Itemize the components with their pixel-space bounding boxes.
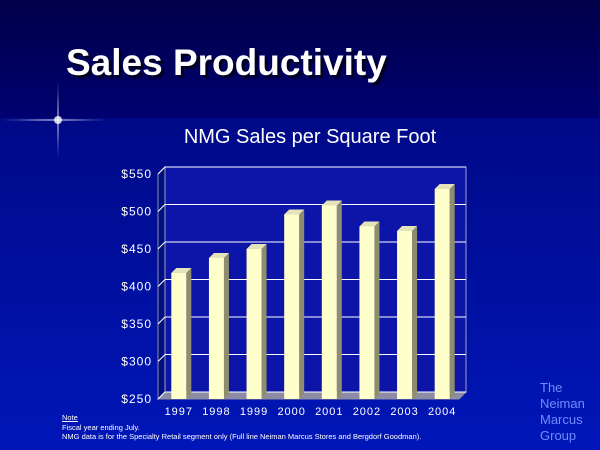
bar-top (321, 200, 342, 206)
bar (284, 214, 300, 399)
bar-top (246, 244, 267, 249)
gridline-side (157, 316, 166, 325)
bar-top (397, 226, 418, 231)
bar-top (284, 209, 305, 215)
gridline-side (157, 391, 166, 400)
bar-side (299, 209, 305, 399)
bar-side (449, 184, 455, 399)
chart-title: NMG Sales per Square Foot (184, 126, 437, 148)
gridline-side (157, 241, 166, 250)
gridline-side (157, 279, 166, 287)
bar-side (186, 268, 192, 399)
gridline-side (157, 204, 166, 212)
bar-top (434, 184, 455, 189)
bar (208, 258, 224, 399)
bar-top (208, 253, 229, 258)
footnote-heading: Note (62, 413, 78, 422)
x-tick-label: 2002 (353, 406, 381, 418)
y-tick-label: $250 (121, 392, 152, 406)
x-tick-label: 1997 (165, 406, 193, 418)
plot-area: $250 $300 $350 $400 $450 $500 $550 1997 1998 1999… (121, 165, 468, 418)
bar-side (412, 226, 418, 399)
x-tick-label: 2001 (315, 406, 343, 418)
bar-side (336, 200, 342, 399)
logo-line-4: Group (540, 428, 577, 443)
x-tick-label: 1998 (202, 406, 230, 418)
x-tick-label: 2000 (277, 406, 305, 418)
bar-top (171, 268, 192, 273)
plot-floor (156, 391, 468, 400)
bar (359, 226, 375, 399)
x-tick-label: 2003 (390, 406, 418, 418)
bar-top (359, 221, 380, 227)
y-tick-label: $550 (121, 167, 152, 181)
bar-side (261, 244, 267, 399)
y-tick-label: $350 (121, 317, 152, 331)
logo-line-1: The (540, 380, 563, 395)
gridline-side (157, 166, 166, 175)
x-tick-label: 2004 (428, 406, 456, 418)
footnote: Note Fiscal year ending July. NMG data i… (62, 413, 421, 442)
bar (321, 205, 337, 399)
bar (246, 249, 262, 399)
bar (434, 189, 450, 399)
bar (171, 273, 187, 399)
x-tick-label: 1999 (240, 406, 268, 418)
title-band (0, 0, 600, 118)
gridline-side (157, 354, 166, 362)
logo-line-2: Neiman (540, 396, 585, 411)
footnote-line-2: NMG data is for the Specialty Retail seg… (62, 432, 422, 441)
bar (397, 231, 413, 399)
sparkle-icon (0, 80, 110, 160)
company-logo: The Neiman Marcus Group (540, 380, 598, 444)
bar-side (374, 221, 380, 399)
slide-title: Sales Productivity (66, 42, 387, 83)
y-tick-label: $300 (121, 355, 152, 369)
bar-side (223, 253, 229, 399)
y-tick-label: $400 (121, 280, 152, 294)
y-tick-label: $450 (121, 242, 152, 256)
y-tick-label: $500 (121, 205, 152, 219)
footnote-line-1: Fiscal year ending July. (62, 422, 140, 432)
logo-line-3: Marcus (540, 412, 583, 427)
